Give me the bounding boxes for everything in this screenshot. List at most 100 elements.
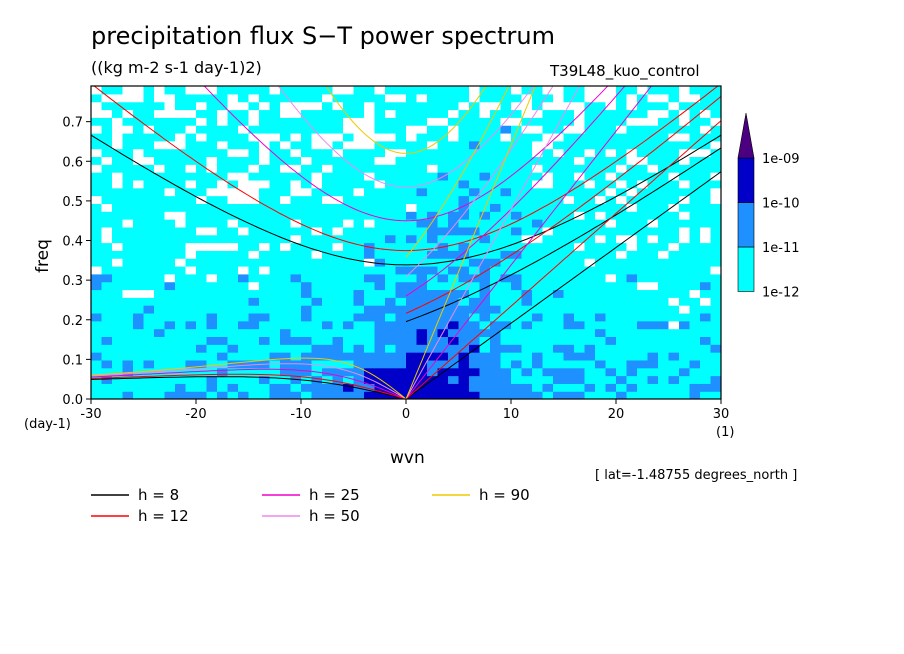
spectrum-cell	[353, 352, 365, 361]
spectrum-cell	[385, 172, 397, 181]
spectrum-cell	[553, 258, 565, 267]
spectrum-cell	[374, 297, 386, 306]
spectrum-cell	[164, 320, 176, 330]
spectrum-cell	[626, 86, 638, 95]
spectrum-cell	[395, 203, 407, 212]
spectrum-cell	[427, 281, 439, 291]
spectrum-cell	[542, 258, 554, 267]
spectrum-cell	[301, 156, 313, 165]
spectrum-cell	[269, 328, 281, 337]
spectrum-cell	[259, 367, 271, 377]
spectrum-cell	[605, 156, 617, 165]
spectrum-cell	[343, 93, 355, 103]
spectrum-cell	[280, 109, 292, 118]
spectrum-cell	[248, 344, 260, 353]
dispersion-curve-h25	[91, 368, 407, 399]
spectrum-cell	[521, 336, 533, 345]
spectrum-cell	[679, 336, 691, 345]
spectrum-cell	[154, 203, 166, 212]
spectrum-cell	[332, 367, 344, 377]
spectrum-cell	[416, 320, 428, 330]
spectrum-cell	[227, 93, 239, 103]
spectrum-cell	[553, 328, 565, 337]
spectrum-cell	[553, 336, 565, 345]
spectrum-cell	[542, 234, 554, 244]
spectrum-cell	[269, 383, 281, 392]
spectrum-cell	[322, 195, 334, 204]
spectrum-cell	[196, 391, 208, 399]
spectrum-cell	[301, 101, 313, 111]
spectrum-cell	[668, 234, 680, 244]
spectrum-cell	[668, 289, 680, 298]
spectrum-cell	[259, 93, 271, 103]
spectrum-cell	[196, 125, 208, 134]
spectrum-cell	[154, 289, 166, 298]
spectrum-cell	[290, 242, 302, 251]
spectrum-cell	[364, 132, 376, 142]
spectrum-cell	[238, 258, 250, 267]
spectrum-cell	[448, 344, 460, 353]
spectrum-cell	[332, 93, 344, 103]
spectrum-cell	[637, 156, 649, 165]
spectrum-cell	[479, 344, 491, 353]
spectrum-cell	[101, 203, 113, 212]
spectrum-cell	[112, 140, 124, 150]
spectrum-cell	[710, 117, 721, 126]
spectrum-cell	[164, 109, 176, 118]
spectrum-cell	[259, 375, 271, 384]
spectrum-cell	[175, 187, 187, 197]
spectrum-cell	[605, 187, 617, 197]
spectrum-cell	[238, 109, 250, 118]
spectrum-cell	[427, 265, 439, 275]
dispersion-curve-h90	[325, 86, 487, 154]
spectrum-cell	[500, 383, 512, 392]
spectrum-cell	[343, 156, 355, 165]
spectrum-cell	[343, 383, 355, 392]
spectrum-cell	[710, 132, 721, 142]
spectrum-cell	[521, 195, 533, 204]
spectrum-cell	[689, 320, 701, 330]
spectrum-cell	[605, 297, 617, 306]
spectrum-cell	[217, 117, 229, 126]
spectrum-cell	[469, 297, 481, 306]
spectrum-cell	[689, 265, 701, 275]
spectrum-cell	[511, 336, 523, 345]
spectrum-cell	[395, 328, 407, 337]
spectrum-cell	[700, 250, 712, 259]
spectrum-cell	[521, 93, 533, 103]
spectrum-cell	[710, 352, 721, 361]
spectrum-cell	[154, 320, 166, 330]
spectrum-cell	[668, 265, 680, 275]
spectrum-cell	[112, 359, 124, 369]
spectrum-cell	[290, 281, 302, 291]
spectrum-cell	[311, 179, 323, 189]
spectrum-cell	[458, 336, 470, 345]
axes: -30 -20 -10 0 10 20 300.00.10.20.30.40.50.60.7	[62, 116, 729, 422]
spectrum-cell	[364, 86, 376, 95]
spectrum-cell	[595, 211, 607, 220]
spectrum-cell	[112, 320, 124, 330]
spectrum-cell	[595, 359, 607, 369]
spectrum-cell	[217, 281, 229, 291]
spectrum-cell	[196, 86, 208, 95]
spectrum-cell	[206, 265, 218, 275]
spectrum-cell	[500, 289, 512, 298]
spectrum-cell	[154, 352, 166, 361]
spectrum-cell	[658, 148, 670, 158]
spectrum-cell	[563, 226, 575, 236]
spectrum-cell	[584, 86, 596, 95]
spectrum-cell	[248, 195, 260, 204]
spectrum-cell	[532, 320, 544, 330]
spectrum-cell	[668, 359, 680, 369]
spectrum-cell	[458, 203, 470, 212]
spectrum-cell	[269, 344, 281, 353]
spectrum-cell	[490, 391, 502, 399]
spectrum-cell	[427, 125, 439, 134]
spectrum-cell	[427, 156, 439, 165]
spectrum-cell	[574, 367, 586, 377]
spectrum-cell	[616, 93, 628, 103]
spectrum-cell	[133, 187, 145, 197]
spectrum-cell	[521, 367, 533, 377]
spectrum-cell	[406, 187, 418, 197]
spectrum-cell	[196, 117, 208, 126]
